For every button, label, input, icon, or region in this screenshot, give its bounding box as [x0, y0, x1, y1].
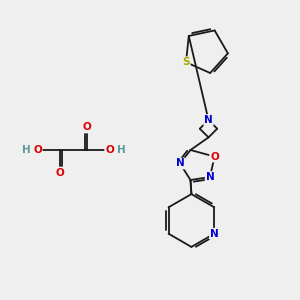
Text: O: O: [105, 145, 114, 155]
Text: H: H: [22, 145, 31, 155]
Text: N: N: [206, 172, 214, 182]
Text: H: H: [116, 145, 125, 155]
Text: N: N: [210, 229, 219, 239]
Text: S: S: [182, 57, 190, 67]
Text: O: O: [56, 167, 64, 178]
Text: O: O: [210, 152, 219, 162]
Text: N: N: [176, 158, 184, 169]
Text: O: O: [82, 122, 91, 133]
Text: O: O: [33, 145, 42, 155]
Text: N: N: [204, 115, 213, 125]
